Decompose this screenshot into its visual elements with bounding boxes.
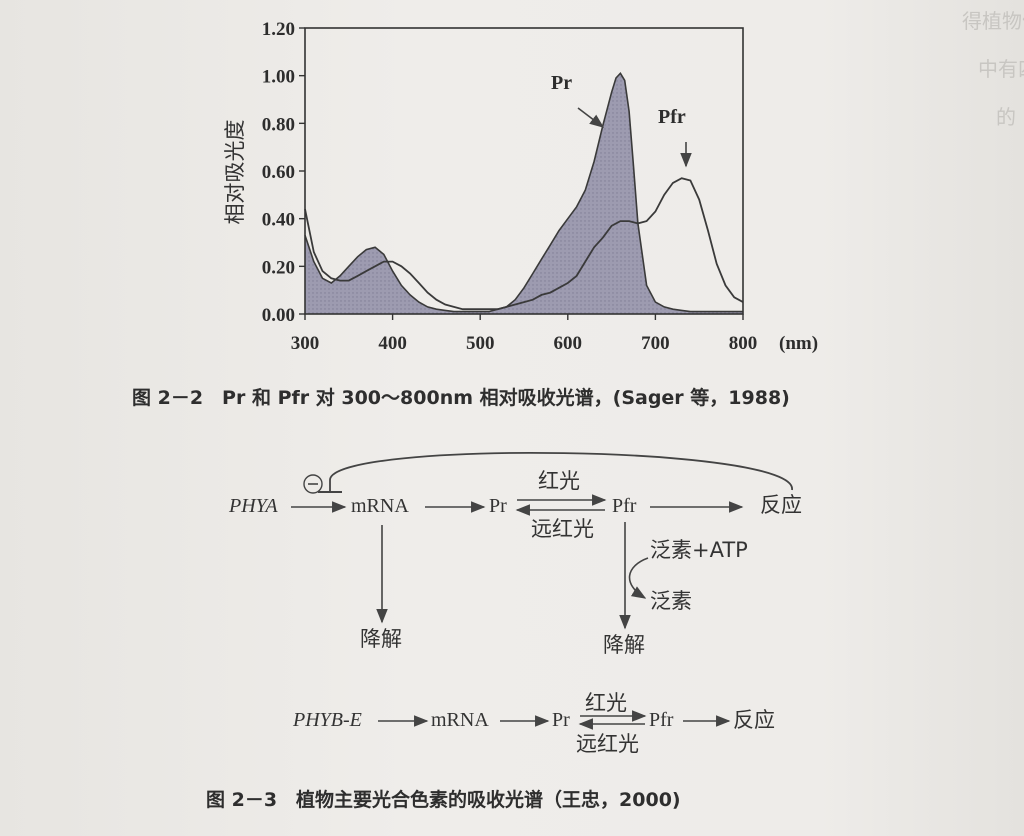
x-axis-unit: (nm): [779, 333, 818, 354]
response-a: 反应: [760, 493, 802, 517]
plot-frame: [304, 27, 744, 315]
phya-pathway-diagram: PHYA mRNA Pr 红光 远红光 Pfr 反应 降解 泛素+ATP 泛素 …: [228, 451, 802, 657]
y-tick-label: 1.20: [262, 19, 295, 40]
red-light-label-b: 红光: [585, 691, 627, 715]
pfr-b: Pfr: [649, 709, 674, 731]
feedback-loop-line: [329, 451, 793, 492]
annotation-pfr: Pfr: [658, 106, 686, 128]
mrna-b: mRNA: [431, 709, 489, 731]
absorption-chart: 0.00 0.20 0.40 0.60 0.80 1.00 1.20 300 400 500 60…: [223, 19, 818, 354]
mrna-a: mRNA: [351, 495, 409, 517]
annotation-pr: Pr: [551, 72, 572, 94]
y-axis-label: 相对吸光度: [223, 120, 247, 225]
x-tick-label: 700: [641, 333, 670, 354]
pr-b: Pr: [552, 709, 570, 731]
far-red-light-label-a: 远红光: [531, 517, 594, 541]
pfr-a: Pfr: [612, 495, 637, 517]
phyb-e-pathway-diagram: PHYB-E mRNA Pr 红光 远红光 Pfr 反应: [292, 691, 775, 756]
y-tick-label: 0.60: [262, 162, 295, 183]
x-tick-label: 400: [378, 333, 407, 354]
series-pr-area: [305, 73, 743, 314]
ubiquitin-atp: 泛素+ATP: [650, 538, 748, 562]
figure-2-2-caption: 图 2－2 Pr 和 Pfr 对 300～800nm 相对吸收光谱，(Sager…: [132, 386, 790, 409]
y-tick-label: 0.40: [262, 210, 295, 231]
degrade-left: 降解: [360, 627, 402, 651]
y-tick-label: 1.00: [262, 67, 295, 88]
bleed-line-1: 得植物体内的光: [962, 9, 1024, 33]
far-red-light-label-b: 远红光: [576, 732, 639, 756]
x-tick-label: 600: [554, 333, 583, 354]
y-axis-ticks: 0.00 0.20 0.40 0.60 0.80 1.00 1.20: [262, 19, 305, 326]
red-light-label-a: 红光: [538, 469, 580, 493]
figure-2-3-caption: 图 2－3 植物主要光合色素的吸收光谱（王忠，2000): [206, 788, 681, 811]
annotation-pr-arrow: [577, 107, 605, 128]
series-pr-line: [304, 71, 743, 313]
bleed-line-3: 的: [996, 105, 1016, 129]
degrade-right: 降解: [603, 633, 645, 657]
x-tick-label: 800: [729, 333, 758, 354]
x-axis-ticks: 300 400 500 600 700 800: [291, 314, 758, 354]
x-tick-label: 500: [466, 333, 495, 354]
y-tick-label: 0.20: [262, 257, 295, 278]
series-pfr-line: [304, 177, 744, 311]
series-layer: [304, 71, 744, 314]
y-tick-label: 0.80: [262, 114, 295, 135]
x-tick-label: 300: [291, 333, 320, 354]
ubiquitin: 泛素: [650, 589, 692, 613]
gene-phya: PHYA: [228, 495, 278, 517]
ubiquitin-curve-arrow: [628, 557, 649, 599]
response-b: 反应: [733, 708, 775, 732]
gene-phyb-e: PHYB-E: [292, 709, 362, 731]
y-tick-label: 0.00: [262, 305, 295, 326]
bleed-through-text: 得植物体内的光 中有四种 的: [962, 9, 1024, 129]
pr-a: Pr: [489, 495, 507, 517]
bleed-line-2: 中有四种: [978, 57, 1024, 81]
inhibition-circle: [303, 474, 323, 494]
